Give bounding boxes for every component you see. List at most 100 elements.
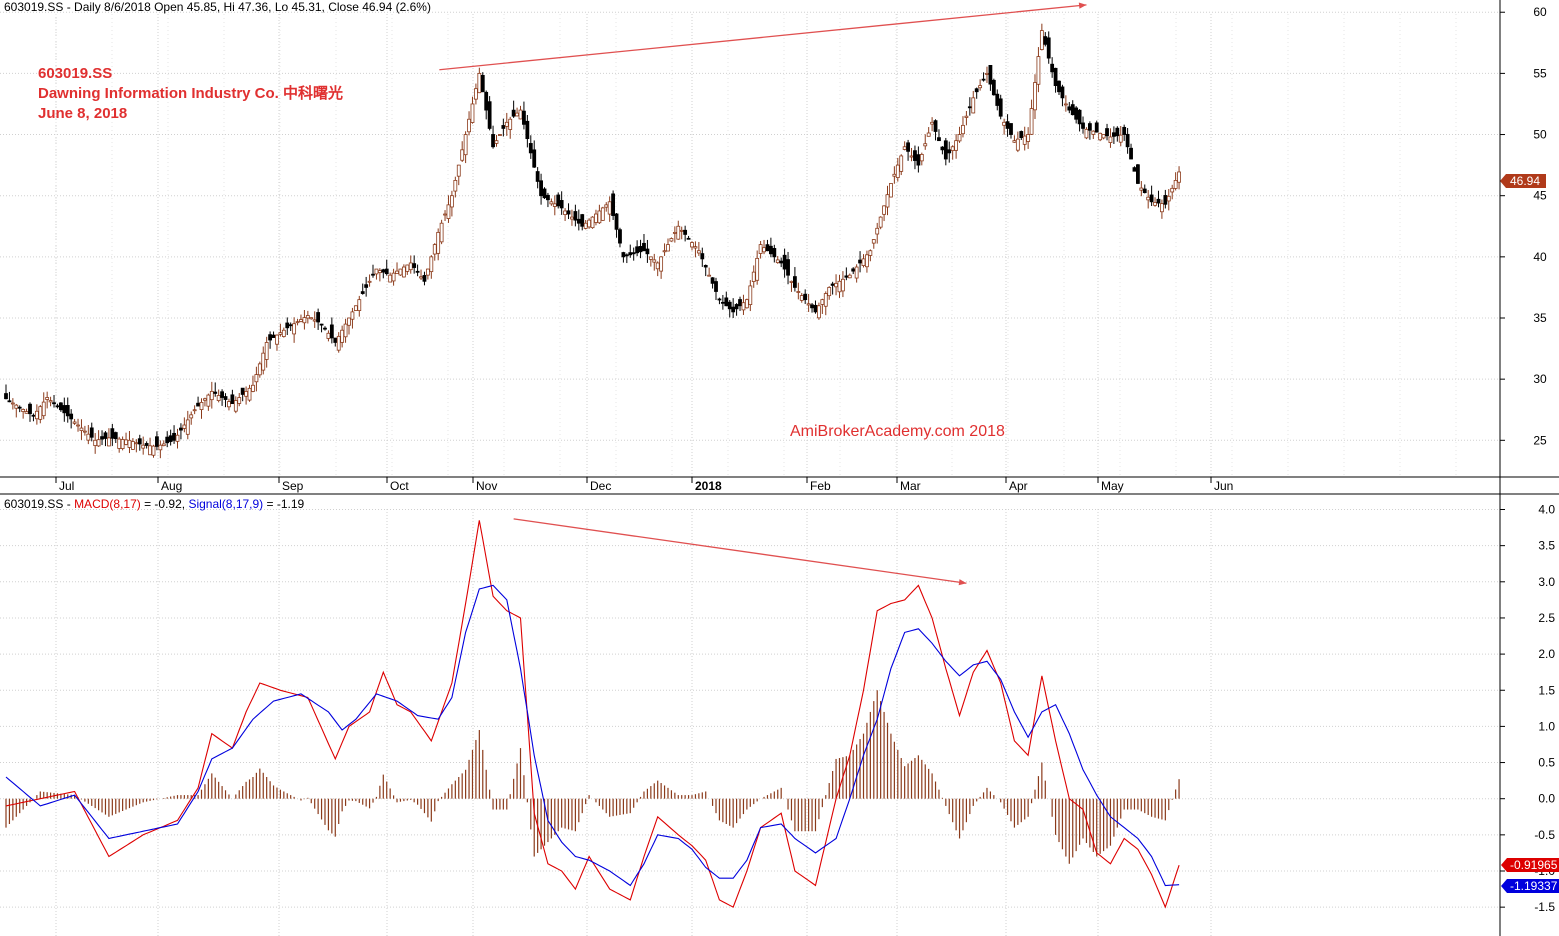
candle-body — [542, 188, 547, 199]
candle-body — [1091, 130, 1096, 135]
price-trend-arrow-head — [1078, 2, 1087, 9]
candle-body — [676, 225, 681, 240]
candle-body — [460, 149, 465, 161]
candle-body — [528, 143, 533, 154]
candlesticks — [4, 23, 1181, 459]
candle-body — [1002, 121, 1007, 126]
candle-body — [353, 305, 358, 311]
candle-body — [398, 268, 403, 276]
candle-body — [148, 445, 152, 456]
candle-body — [419, 276, 423, 279]
macd-trend-arrow — [513, 518, 967, 584]
candle-body — [991, 79, 996, 96]
candle-body — [954, 140, 959, 151]
candle-body — [17, 406, 22, 409]
candle-body — [597, 210, 602, 224]
candle-body — [175, 434, 180, 442]
candle-body — [686, 237, 691, 240]
price-y-tick-label: 50 — [1533, 128, 1547, 142]
candle-body — [209, 390, 214, 401]
candle-body — [590, 216, 595, 229]
candle-body — [93, 439, 98, 446]
candle-body — [113, 432, 118, 440]
candle-body — [793, 276, 797, 288]
candle-body — [384, 268, 389, 275]
candle-body — [552, 203, 557, 207]
candle-body — [408, 262, 413, 271]
candle-body — [549, 201, 554, 205]
candle-body — [878, 216, 883, 228]
candle-body — [395, 270, 399, 274]
x-tick-label: Oct — [390, 479, 409, 493]
candle-body — [100, 436, 104, 440]
grid — [0, 11, 1500, 936]
candle-body — [762, 247, 766, 253]
candle-body — [847, 274, 852, 279]
candle-body — [889, 183, 893, 198]
candle-body — [511, 109, 516, 117]
candle-body — [487, 101, 492, 129]
candle-body — [340, 329, 345, 343]
candle-body — [237, 397, 242, 404]
candle-body — [343, 323, 348, 338]
candle-body — [360, 291, 365, 294]
candle-body — [669, 238, 674, 242]
candle-body — [110, 428, 115, 439]
macd-header-macd: MACD(8,17) — [74, 497, 141, 511]
candle-body — [86, 433, 91, 441]
candle-body — [79, 427, 84, 431]
candle-body — [1105, 128, 1109, 137]
candle-body — [480, 74, 485, 93]
candle-body — [1033, 82, 1037, 111]
candle-body — [796, 291, 801, 293]
candle-body — [463, 134, 468, 156]
candle-body — [820, 299, 825, 305]
macd-value-label: -0.91965 — [1510, 858, 1558, 872]
candle-body — [642, 242, 646, 252]
candle-body — [134, 442, 139, 445]
candle-body — [374, 268, 379, 275]
candle-body — [151, 445, 156, 456]
x-tick-label: Nov — [476, 479, 497, 493]
candle-body — [937, 137, 941, 142]
candle-body — [858, 259, 862, 264]
candle-body — [377, 270, 382, 273]
candle-body — [477, 72, 482, 94]
annotation-date: June 8, 2018 — [38, 105, 127, 122]
candle-body — [628, 252, 633, 256]
x-tick-label: Dec — [590, 479, 611, 493]
candle-body — [357, 299, 362, 311]
candle-body — [885, 194, 890, 208]
candle-body — [546, 194, 550, 201]
candle-body — [4, 393, 8, 400]
candle-body — [288, 324, 293, 327]
price-y-tick-label: 45 — [1533, 189, 1547, 203]
candle-body — [1163, 195, 1168, 205]
candle-body — [775, 259, 780, 264]
candle-body — [244, 390, 249, 397]
candle-body — [662, 250, 667, 253]
candle-body — [700, 253, 705, 260]
candle-body — [594, 213, 598, 223]
candle-body — [192, 409, 197, 412]
candle-body — [144, 443, 149, 446]
candle-body — [964, 115, 969, 118]
macd-value-badge: -0.91965 — [1501, 858, 1559, 872]
candle-body — [913, 150, 917, 161]
candle-body — [741, 302, 746, 311]
macd-y-tick-label: 2.5 — [1538, 611, 1555, 625]
candle-body — [350, 311, 355, 320]
candle-body — [559, 200, 564, 209]
candle-body — [690, 242, 694, 248]
candle-body — [1146, 196, 1151, 201]
candle-body — [1009, 123, 1013, 135]
candle-body — [508, 118, 513, 130]
candle-body — [52, 402, 56, 405]
candle-body — [995, 93, 1000, 106]
candle-body — [425, 268, 430, 276]
candle-body — [837, 280, 842, 293]
candle-body — [659, 256, 664, 272]
candle-body — [1166, 195, 1171, 202]
annotation-block: 603019.SS Dawning Information Industry C… — [38, 65, 343, 122]
